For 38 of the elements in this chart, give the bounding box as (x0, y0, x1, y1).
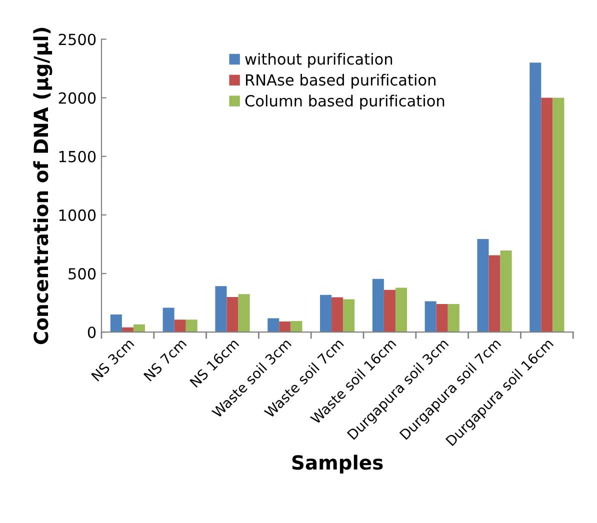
y-tick-label: 1500 (59, 150, 96, 162)
legend-label: RNAse based purification (246, 74, 436, 89)
bar (477, 238, 489, 332)
bar (215, 286, 227, 332)
bar (343, 299, 355, 332)
bar (174, 320, 186, 332)
bar (110, 314, 122, 332)
bar (268, 318, 280, 332)
bar (133, 324, 145, 332)
legend-label: without purification (245, 52, 392, 68)
bar (238, 294, 250, 332)
bar (436, 304, 448, 332)
bar (290, 320, 302, 332)
bar (552, 98, 564, 332)
bar (320, 294, 332, 332)
y-tick-label: 1000 (59, 209, 96, 221)
y-tick-label: 2500 (58, 34, 96, 46)
bar (372, 278, 384, 332)
bar (530, 62, 542, 332)
bar (384, 290, 396, 332)
y-tick-label: 500 (68, 268, 96, 280)
bar (395, 288, 407, 332)
x-axis-title: Samples (292, 454, 383, 474)
bar (226, 296, 238, 332)
bar (500, 250, 512, 332)
x-tick-label: NS 7cm (143, 338, 187, 382)
bar (162, 308, 174, 332)
bar (424, 301, 436, 332)
bar (279, 322, 291, 332)
bar (488, 255, 500, 332)
y-tick-label: 2000 (58, 92, 96, 104)
bar (448, 304, 460, 332)
legend-label: Column based purification (245, 94, 444, 110)
bar (332, 297, 344, 332)
y-axis-title: Concentration of DNA (µg/µl) (33, 28, 52, 344)
bar (186, 320, 198, 332)
bar (541, 98, 553, 332)
y-tick-label: 0 (88, 326, 96, 338)
